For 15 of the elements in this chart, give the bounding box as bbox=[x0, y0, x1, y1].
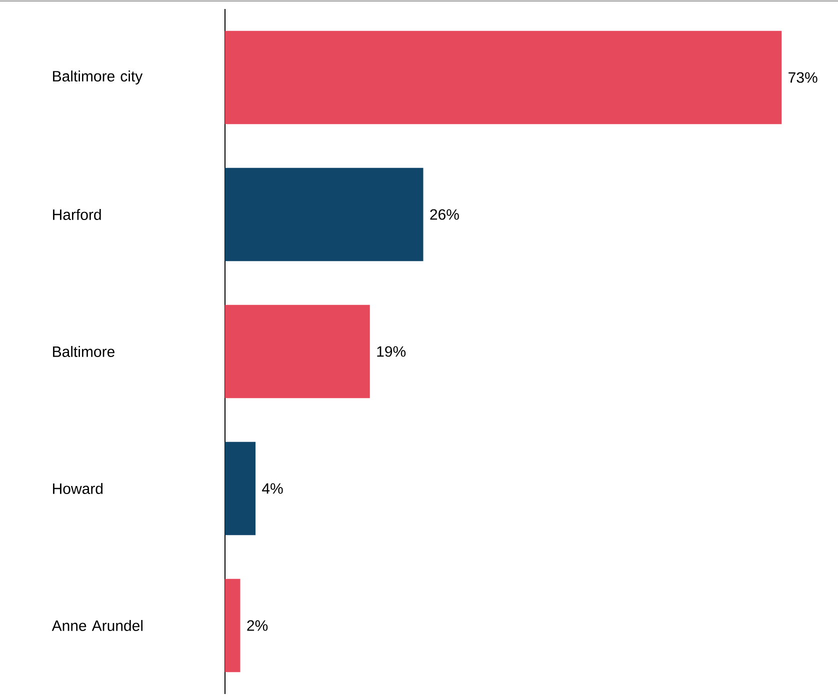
y-tick-label: Howard bbox=[53, 482, 103, 494]
data-label: 19% bbox=[377, 346, 406, 357]
data-label: 73% bbox=[788, 72, 818, 83]
y-tick-label: Harford bbox=[53, 208, 101, 220]
y-tick-label: Baltimore bbox=[53, 346, 114, 358]
bar bbox=[225, 442, 256, 536]
bar bbox=[225, 304, 370, 398]
bar bbox=[225, 30, 782, 124]
y-tick-label: Anne Arundel bbox=[52, 620, 143, 632]
data-label: 4% bbox=[262, 483, 283, 494]
data-label: 2% bbox=[247, 620, 268, 631]
bar bbox=[225, 168, 424, 262]
bar bbox=[225, 578, 240, 672]
data-label: 26% bbox=[430, 209, 459, 220]
y-tick-label: Baltimore city bbox=[53, 70, 143, 84]
